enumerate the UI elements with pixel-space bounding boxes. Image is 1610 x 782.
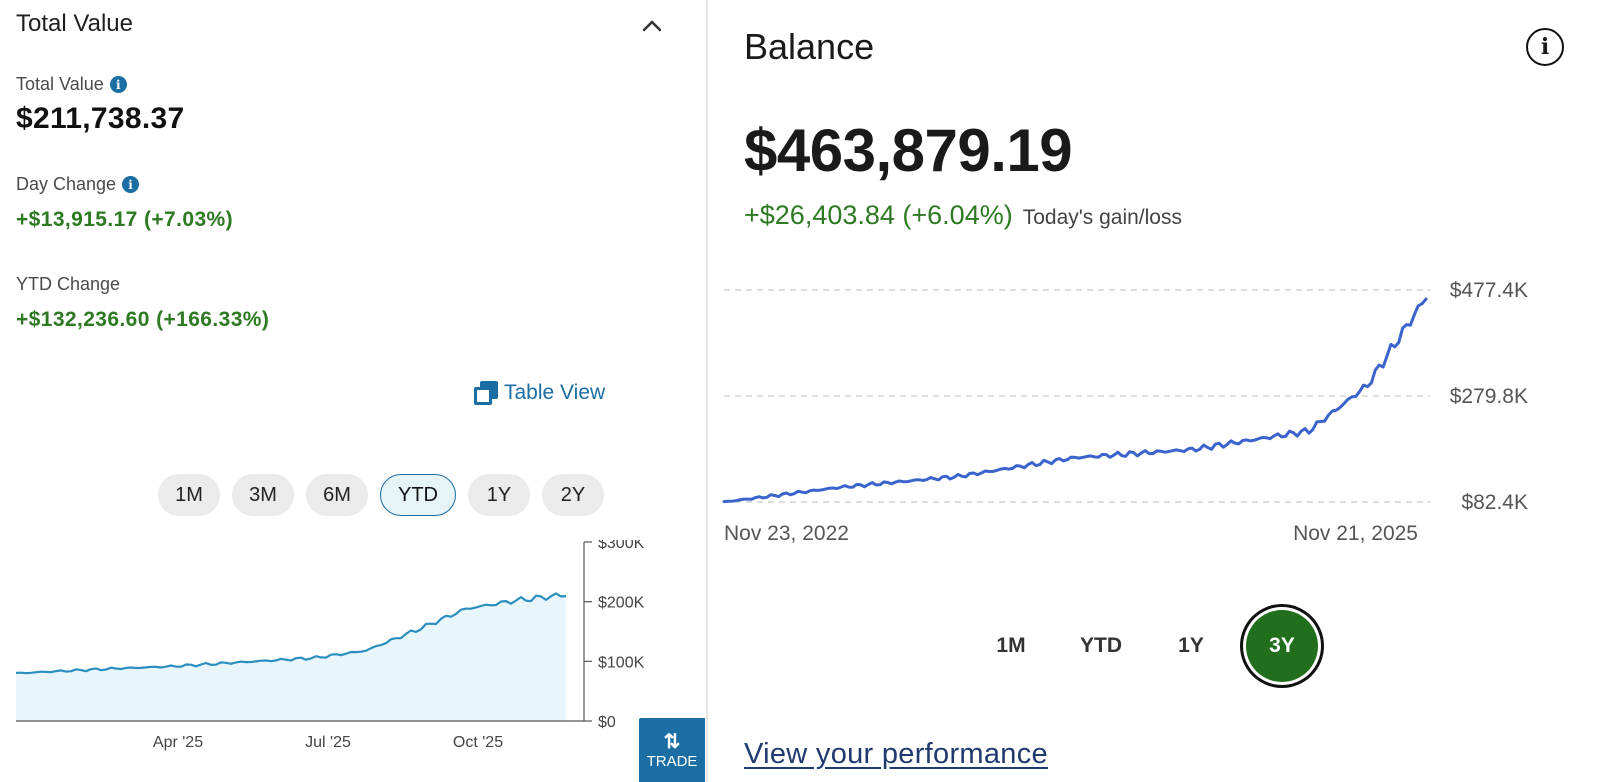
range-button-1y[interactable]: 1Y [1178,634,1204,657]
x-tick-label: Nov 23, 2022 [724,522,849,545]
y-tick-label: $0 [598,714,616,731]
portfolio-total-value-panel: Total Value Total Value i $211,738.37 Da… [0,0,705,782]
copy-icon [474,381,498,405]
day-change-value: +$13,915.17 (+7.03%) [16,208,233,231]
range-button-1y[interactable]: 1Y [468,474,530,516]
day-change-label: Day Change [16,174,117,194]
trade-label: TRADE [646,752,698,770]
right-range-selector: 1M YTD 1Y 3Y [976,610,1318,682]
y-tick-label: $279.8K [1450,385,1528,408]
range-button-1m[interactable]: 1M [158,474,220,516]
y-tick-label: $100K [598,654,645,671]
chart-area-fill [16,593,566,721]
view-performance-link[interactable]: View your performance [744,738,1048,770]
total-value-label-row: Total Value i [16,74,127,95]
left-range-selector: 1M 3M 6M YTD 1Y 2Y [158,474,604,516]
swap-arrows-icon: ⇅ [663,730,681,753]
balance-amount: $463,879.19 [744,117,1073,184]
chart-series-line [722,297,1428,504]
info-icon[interactable]: i [122,176,140,193]
x-tick-label: Jul '25 [305,734,351,751]
total-value-amount: $211,738.37 [16,102,185,135]
x-tick-label: Oct '25 [453,734,503,751]
total-value-label: Total Value [16,74,104,94]
range-button-3y[interactable]: 3Y [1246,610,1318,682]
x-tick-label: Nov 21, 2025 [1293,522,1418,545]
gain-loss-value: +$26,403.84 (+6.04%) [744,200,1013,230]
range-button-6m[interactable]: 6M [306,474,368,516]
info-icon[interactable]: i [109,76,127,93]
gain-loss-label: Today's gain/loss [1022,206,1182,229]
table-view-link[interactable]: Table View [474,381,605,405]
x-tick-label: Apr '25 [153,734,203,751]
range-button-3m[interactable]: 3M [232,474,294,516]
chevron-up-icon[interactable] [640,14,664,38]
balance-title: Balance [744,26,875,67]
y-tick-label: $477.4K [1450,279,1528,302]
info-circle-icon[interactable]: i [1526,28,1564,66]
range-button-ytd[interactable]: YTD [380,474,456,516]
ytd-value-chart: $300K $200K $100K $0 Apr '25 Jul '25 Oct '25 [15,540,645,751]
day-change-label-row: Day Change i [16,174,140,195]
ytd-change-value: +$132,236.60 (+166.33%) [16,308,270,331]
table-view-label: Table View [504,381,606,404]
panel-title: Total Value [16,10,133,37]
ytd-change-label: YTD Change [16,274,121,294]
range-button-1m[interactable]: 1M [996,634,1026,657]
panel-divider [706,0,708,782]
balance-chart: $477.4K $279.8K $82.4K Nov 23, 2022 Nov 21,… [722,279,1528,545]
trade-button[interactable]: ⇅ TRADE [639,718,705,782]
gain-loss-row: +$26,403.84 (+6.04%) Today's gain/loss [744,200,1182,231]
range-button-ytd[interactable]: YTD [1080,634,1122,657]
y-tick-label: $82.4K [1461,491,1528,514]
balance-panel: Balance i $463,879.19 +$26,403.84 (+6.04… [708,0,1610,782]
chart-series-line [15,592,567,675]
range-button-2y[interactable]: 2Y [542,474,604,516]
y-tick-label: $200K [598,595,645,612]
y-tick-label: $300K [598,540,645,552]
